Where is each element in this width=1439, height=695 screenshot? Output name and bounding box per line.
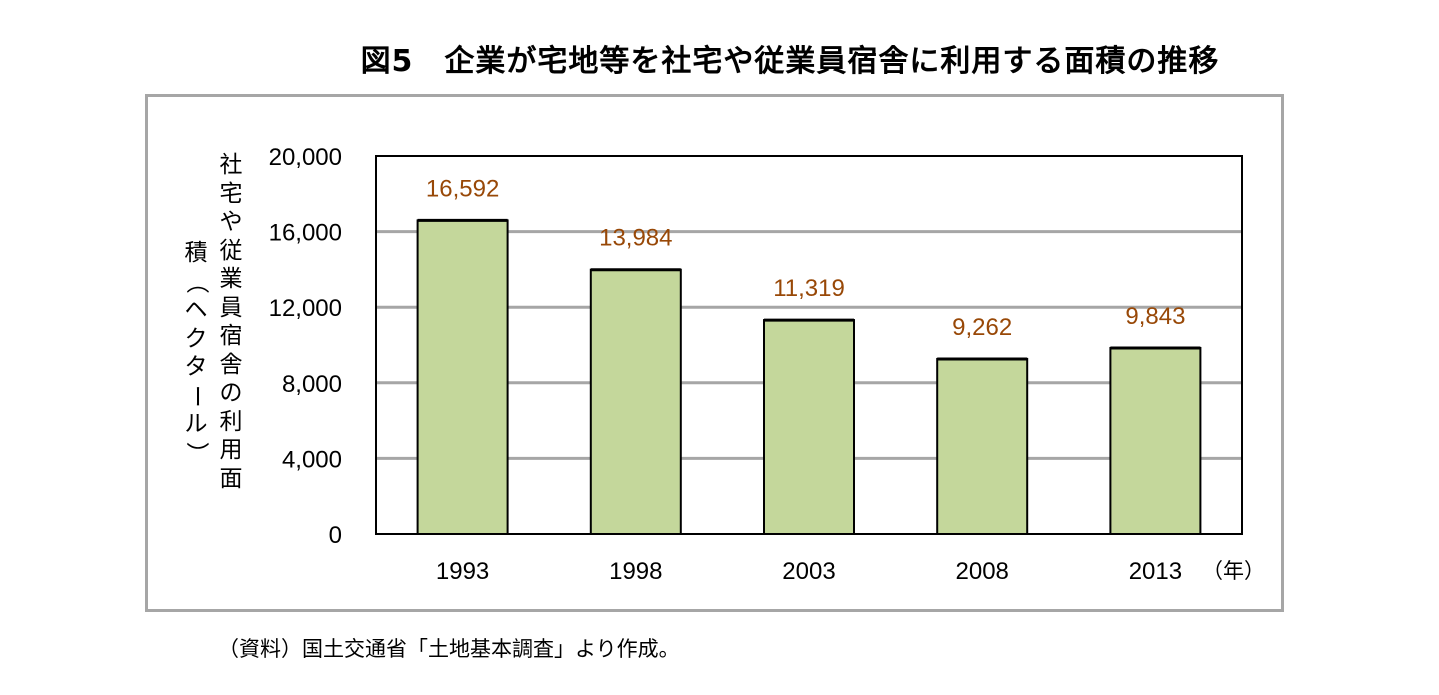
chart-title: 図5 企業が宅地等を社宅や従業員宿舎に利用する面積の推移 xyxy=(360,44,1220,79)
x-tick-label: 1993 xyxy=(436,558,489,585)
x-tick-label: 2003 xyxy=(782,558,835,585)
x-tick-label: 1998 xyxy=(609,558,662,585)
data-label: 11,319 xyxy=(773,275,845,302)
y-axis-label-part1: 社宅や従業員宿舎の利用面 xyxy=(219,152,243,492)
data-label: 9,262 xyxy=(952,314,1012,341)
chart-frame xyxy=(145,94,1284,612)
y-tick-label: 12,000 xyxy=(269,295,342,322)
data-label: 9,843 xyxy=(1125,303,1185,330)
bar xyxy=(589,268,682,535)
data-label: 16,592 xyxy=(426,175,499,202)
x-axis-unit: （年） xyxy=(1202,559,1265,583)
bar xyxy=(936,357,1029,536)
y-axis-label-part2: 積（ヘクタール） xyxy=(183,240,210,465)
y-tick-label: 16,000 xyxy=(269,220,342,247)
bar xyxy=(763,319,855,535)
y-tick-label: 20,000 xyxy=(269,144,342,171)
y-tick-label: 0 xyxy=(329,522,342,549)
y-tick-label: 4,000 xyxy=(282,446,342,473)
bar xyxy=(1109,346,1202,535)
source-note: （資料）国土交通省「土地基本調査」より作成。 xyxy=(218,637,680,661)
data-label: 13,984 xyxy=(599,225,672,252)
bar xyxy=(416,219,509,535)
y-tick-label: 8,000 xyxy=(282,371,342,398)
x-tick-label: 2013 xyxy=(1129,558,1182,585)
x-tick-label: 2008 xyxy=(956,558,1009,585)
